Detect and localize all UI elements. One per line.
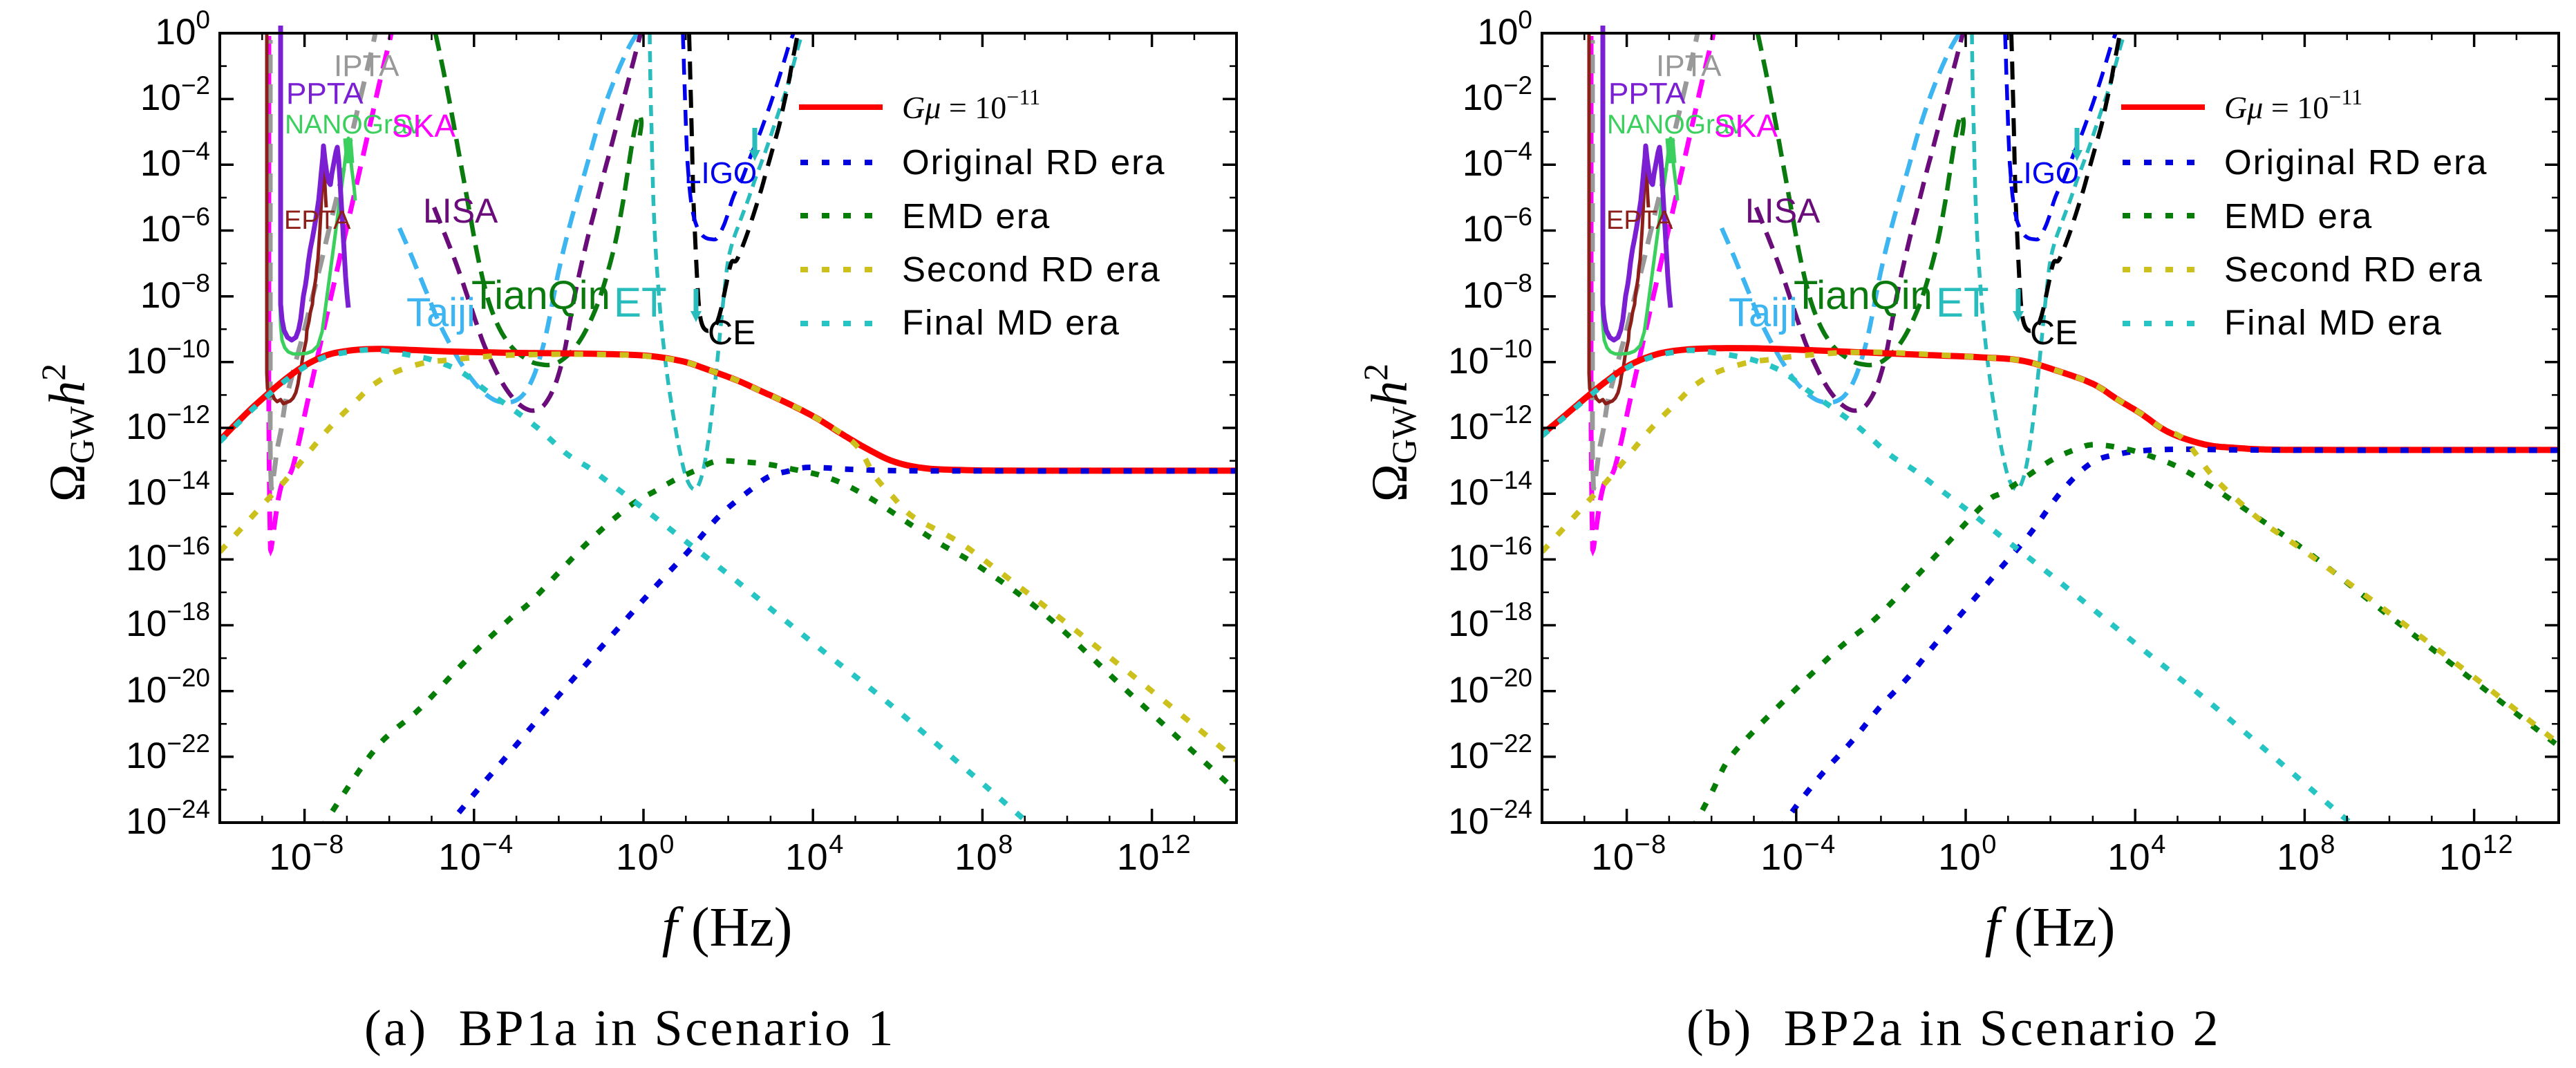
svg-text:Original RD era: Original RD era	[902, 142, 1165, 182]
svg-text:IPTA: IPTA	[334, 49, 399, 83]
svg-text:TianQin: TianQin	[1794, 273, 1933, 318]
svg-text:LISA: LISA	[423, 191, 498, 230]
svg-text:LISA: LISA	[1745, 191, 1821, 230]
svg-text:(b) BP2a in Scenario 2: (b) BP2a in Scenario 2	[1686, 1000, 2221, 1057]
svg-text:LIGO: LIGO	[2006, 156, 2079, 190]
svg-text:SKA: SKA	[392, 108, 455, 144]
svg-text:TianQin: TianQin	[471, 273, 610, 318]
svg-text:CE: CE	[708, 313, 755, 352]
svg-text:10−8: 10−8	[1591, 830, 1666, 878]
svg-text:Final MD era: Final MD era	[2224, 303, 2443, 342]
svg-text:104: 104	[785, 830, 845, 878]
svg-text:Second RD era: Second RD era	[2224, 250, 2483, 289]
svg-text:ET: ET	[614, 279, 667, 326]
svg-text:f (Hz): f (Hz)	[662, 897, 793, 958]
svg-text:EPTA: EPTA	[1606, 206, 1673, 235]
svg-text:PPTA: PPTA	[286, 77, 364, 111]
svg-text:Second RD era: Second RD era	[902, 250, 1161, 289]
svg-text:(a) BP1a in Scenario 1: (a) BP1a in Scenario 1	[364, 1000, 896, 1057]
svg-text:10−8: 10−8	[269, 830, 344, 878]
svg-text:SKA: SKA	[1714, 108, 1778, 144]
svg-text:EPTA: EPTA	[284, 206, 351, 235]
svg-text:NANOGrav: NANOGrav	[1607, 110, 1744, 140]
svg-text:CE: CE	[2030, 313, 2078, 352]
svg-text:IPTA: IPTA	[1656, 49, 1722, 83]
svg-text:Gμ = 10−11: Gμ = 10−11	[902, 84, 1040, 125]
svg-text:Original RD era: Original RD era	[2224, 142, 2488, 182]
svg-text:1012: 1012	[2439, 830, 2514, 878]
svg-text:Final MD era: Final MD era	[902, 303, 1120, 342]
svg-text:100: 100	[1477, 6, 1532, 53]
svg-text:Taiji: Taiji	[406, 290, 476, 335]
svg-text:ET: ET	[1936, 279, 1989, 326]
svg-text:108: 108	[955, 830, 1014, 878]
svg-text:EMD era: EMD era	[2224, 196, 2373, 236]
svg-text:ΩGWh2: ΩGWh2	[34, 364, 101, 502]
svg-text:Taiji: Taiji	[1729, 290, 1798, 335]
svg-text:PPTA: PPTA	[1608, 77, 1686, 111]
svg-text:EMD era: EMD era	[902, 196, 1051, 236]
svg-text:10−2: 10−2	[1463, 71, 1532, 118]
svg-text:10−6: 10−6	[1463, 203, 1532, 250]
svg-text:LIGO: LIGO	[684, 156, 757, 190]
svg-text:NANOGrav: NANOGrav	[285, 110, 422, 140]
svg-text:f (Hz): f (Hz)	[1985, 897, 2116, 958]
